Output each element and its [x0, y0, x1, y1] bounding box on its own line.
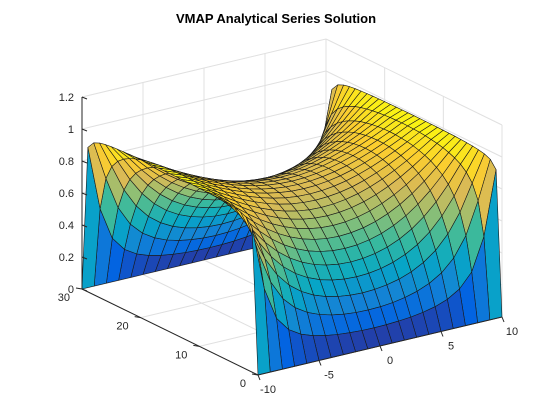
z-tick-label: 1 — [68, 124, 74, 136]
x-tick-mark — [257, 374, 261, 381]
grid-line — [81, 38, 327, 98]
z-tick-label: 0.8 — [59, 156, 74, 168]
z-tick-mark — [81, 128, 88, 132]
z-tick-label: 0 — [68, 284, 74, 296]
x-tick-label: 5 — [448, 341, 454, 353]
x-tick-mark — [440, 331, 444, 337]
axes: 0 0.2 0.4 0.6 0.8 1 1.2 0 10 20 30 -10 -5 0 5 10 — [58, 92, 518, 396]
z-tick-mark — [81, 256, 88, 260]
y-tick-mark — [193, 344, 200, 347]
x-tick-label: -5 — [324, 370, 334, 382]
z-tick-mark — [81, 192, 88, 196]
z-tick-label: 0.6 — [59, 188, 74, 200]
x-tick-mark — [379, 345, 383, 352]
surface — [81, 84, 503, 376]
x-tick-mark — [501, 316, 505, 323]
y-tick-mark — [75, 287, 83, 290]
z-tick-mark — [81, 96, 88, 100]
y-tick-mark — [251, 373, 259, 376]
y-tick-mark — [134, 316, 141, 319]
x-tick-label: 0 — [387, 355, 393, 367]
z-tick-label: 0.2 — [59, 252, 74, 264]
z-tick-mark — [81, 224, 88, 228]
grid-line — [325, 70, 503, 158]
z-tick-mark — [81, 160, 88, 164]
y-axis-line — [81, 288, 259, 376]
y-tick-label: 0 — [240, 378, 246, 390]
y-tick-label: 20 — [116, 321, 128, 333]
chart-title: VMAP Analytical Series Solution — [176, 11, 376, 26]
z-tick-label: 1.2 — [59, 92, 74, 104]
grid-line — [325, 38, 503, 126]
x-tick-label: -10 — [260, 384, 276, 396]
y-tick-label: 10 — [175, 349, 187, 361]
y-tick-label: 30 — [58, 292, 70, 304]
x-tick-mark — [318, 360, 322, 366]
grid-line — [81, 70, 327, 130]
x-tick-label: 10 — [506, 326, 518, 338]
z-tick-label: 0.4 — [59, 220, 74, 232]
